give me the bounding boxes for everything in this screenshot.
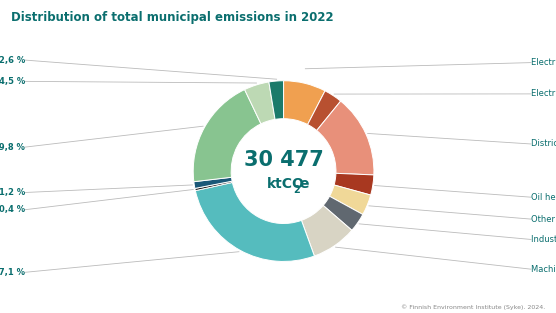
Text: Industry: Industry <box>531 235 556 244</box>
Wedge shape <box>194 177 232 188</box>
Wedge shape <box>193 90 261 182</box>
Text: Other heating: Other heating <box>531 215 556 223</box>
Text: 4,5 %: 4,5 % <box>0 77 25 86</box>
Wedge shape <box>330 185 371 214</box>
Text: 1,2 %: 1,2 % <box>0 188 25 197</box>
Wedge shape <box>245 82 275 124</box>
Wedge shape <box>301 205 352 256</box>
Wedge shape <box>195 182 314 261</box>
Text: District heating: District heating <box>531 140 556 148</box>
Wedge shape <box>284 81 325 125</box>
Text: Machinery: Machinery <box>531 265 556 274</box>
Wedge shape <box>195 181 232 191</box>
Text: 27,1 %: 27,1 % <box>0 268 25 277</box>
Wedge shape <box>269 81 284 119</box>
Wedge shape <box>334 173 374 195</box>
Text: 0,4 %: 0,4 % <box>0 205 25 214</box>
Wedge shape <box>323 196 363 230</box>
Text: 30 477: 30 477 <box>244 150 324 170</box>
Text: e: e <box>299 177 309 191</box>
Wedge shape <box>307 91 341 131</box>
Text: Electric heating: Electric heating <box>531 90 556 98</box>
Text: © Finnish Environment Institute (Syke). 2024.: © Finnish Environment Institute (Syke). … <box>401 304 545 310</box>
Text: Electricity: Electricity <box>531 58 556 67</box>
Text: 19,8 %: 19,8 % <box>0 143 25 151</box>
Wedge shape <box>317 101 374 175</box>
Text: 2: 2 <box>293 185 300 195</box>
Text: 2,6 %: 2,6 % <box>0 56 25 64</box>
Text: Distribution of total municipal emissions in 2022: Distribution of total municipal emission… <box>11 11 334 24</box>
Text: Oil heating: Oil heating <box>531 193 556 202</box>
Text: ktCO: ktCO <box>267 177 305 191</box>
